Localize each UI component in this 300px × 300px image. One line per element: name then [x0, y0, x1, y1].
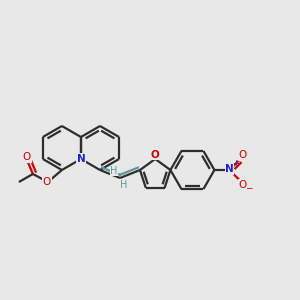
Text: O: O [23, 152, 31, 162]
Text: −: − [245, 184, 252, 193]
Text: H: H [110, 166, 118, 176]
Text: +: + [232, 160, 239, 169]
Text: H: H [120, 180, 128, 190]
Text: O: O [238, 150, 247, 160]
Text: O: O [151, 150, 160, 160]
Text: N: N [76, 154, 85, 164]
Text: N: N [225, 164, 234, 174]
Text: O: O [238, 180, 247, 190]
Text: O: O [43, 177, 51, 187]
